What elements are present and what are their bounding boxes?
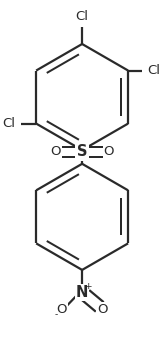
Text: N: N <box>76 285 88 300</box>
Text: S: S <box>77 144 87 159</box>
Text: O: O <box>97 303 108 316</box>
Text: Cl: Cl <box>147 64 160 77</box>
Text: O: O <box>56 303 67 316</box>
Text: O: O <box>104 145 114 158</box>
Text: O: O <box>50 145 61 158</box>
Text: Cl: Cl <box>3 117 16 130</box>
Text: +: + <box>84 283 91 291</box>
Text: Cl: Cl <box>76 10 89 23</box>
Text: -: - <box>55 310 58 319</box>
